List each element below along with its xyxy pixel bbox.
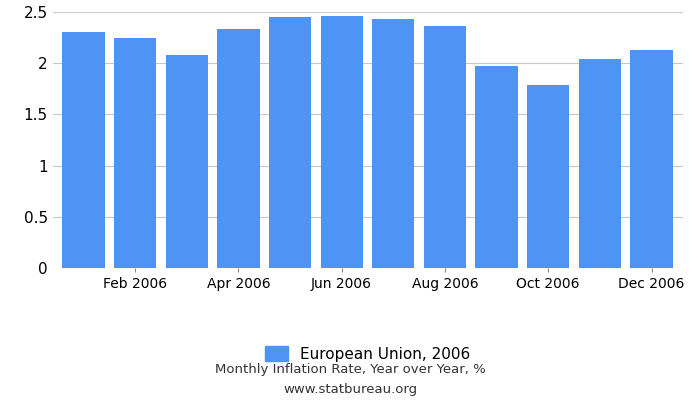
Bar — [217, 30, 260, 268]
Bar — [475, 66, 518, 268]
Bar — [372, 19, 414, 268]
Bar — [527, 85, 569, 268]
Bar — [62, 32, 105, 268]
Text: www.statbureau.org: www.statbureau.org — [283, 384, 417, 396]
Bar — [579, 59, 621, 268]
Bar — [424, 26, 466, 268]
Legend: European Union, 2006: European Union, 2006 — [259, 340, 476, 368]
Text: Monthly Inflation Rate, Year over Year, %: Monthly Inflation Rate, Year over Year, … — [215, 364, 485, 376]
Bar — [114, 38, 156, 268]
Bar — [166, 55, 208, 268]
Bar — [269, 17, 312, 268]
Bar — [321, 16, 363, 268]
Bar — [630, 50, 673, 268]
